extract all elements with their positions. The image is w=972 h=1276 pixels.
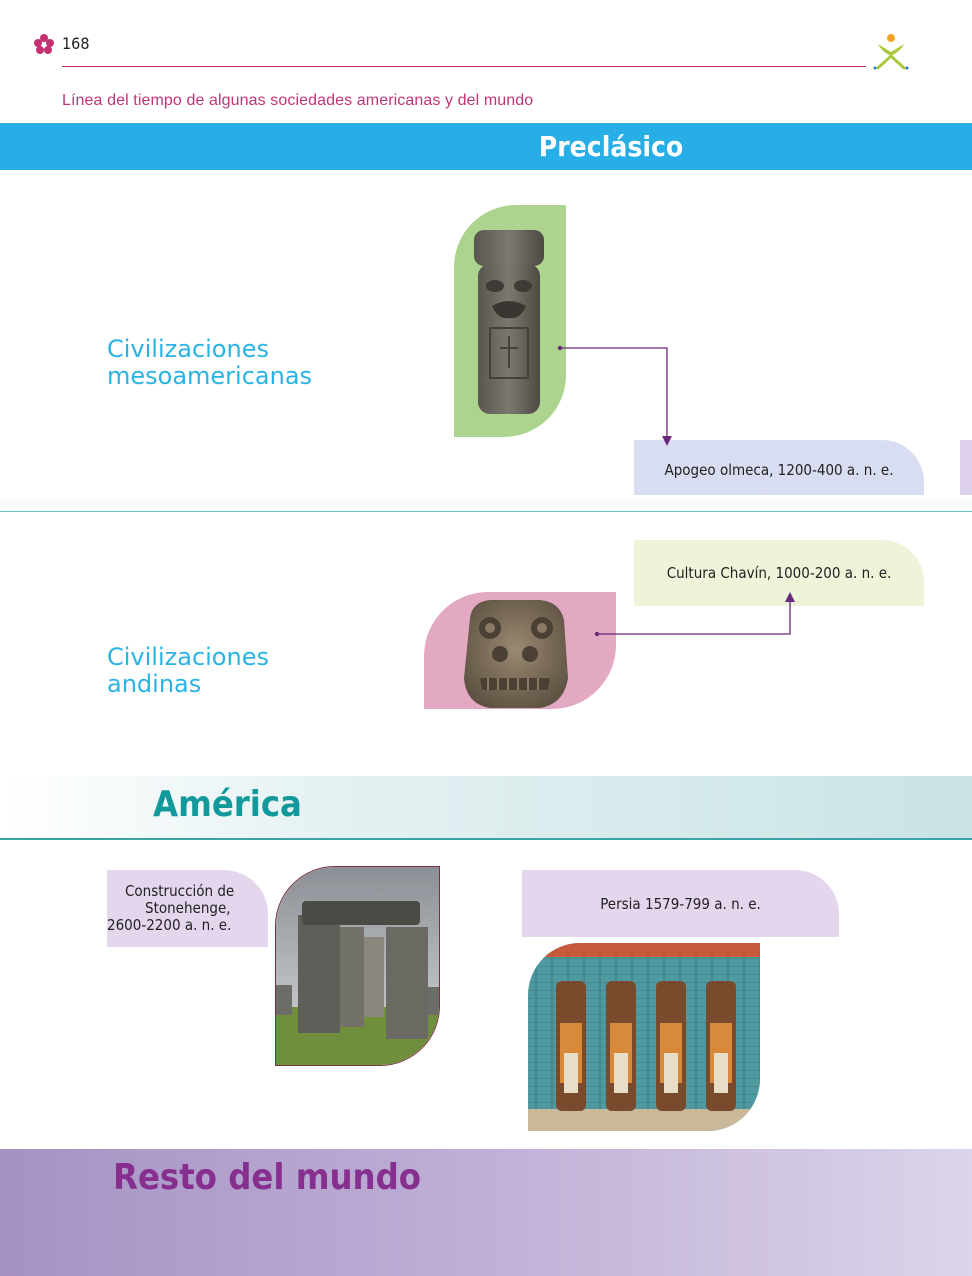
person-sprout-logo-icon	[873, 34, 909, 70]
region-label-line: andinas	[107, 670, 202, 698]
event-pill-chavin: Cultura Chavín, 1000-200 a. n. e.	[634, 540, 924, 606]
event-pill-olmec: Apogeo olmeca, 1200-400 a. n. e.	[634, 440, 924, 500]
region-label-mesoamerica: Civilizaciones mesoamericanas	[107, 336, 312, 390]
region-label-line: mesoamericanas	[107, 362, 313, 390]
region-label-line: Civilizaciones	[107, 335, 269, 363]
period-banner	[0, 123, 972, 170]
america-band-title: América	[153, 784, 302, 825]
section-divider	[0, 511, 972, 512]
stonehenge-photo	[275, 866, 440, 1066]
header-divider	[62, 66, 866, 67]
event-label-line: Construcción de	[125, 882, 235, 900]
period-title: Preclásico	[538, 130, 684, 163]
event-label-persia: Persia 1579-799 a. n. e.	[600, 894, 761, 913]
rest-of-world-band	[0, 1149, 972, 1276]
chavin-head-image	[464, 600, 568, 708]
page-subtitle: Línea del tiempo de algunas sociedades a…	[62, 92, 534, 109]
region-label-line: Civilizaciones	[107, 643, 269, 671]
event-pill-stonehenge: Construcción de Stonehenge, 2600-2200 a.…	[107, 870, 268, 947]
olmec-connector	[560, 347, 668, 440]
event-pill-edge	[960, 440, 972, 500]
rest-of-world-title: Resto del mundo	[113, 1157, 422, 1198]
event-label-olmec: Apogeo olmeca, 1200-400 a. n. e.	[664, 461, 894, 479]
flower-logo-icon	[34, 34, 54, 54]
event-label-chavin: Cultura Chavín, 1000-200 a. n. e.	[666, 564, 892, 582]
section-fade	[0, 495, 972, 511]
persian-archers-frieze-photo	[528, 943, 760, 1131]
olmec-sculpture-image	[474, 230, 544, 414]
america-band	[0, 776, 972, 840]
page-number: 168	[62, 34, 90, 53]
event-pill-persia: Persia 1579-799 a. n. e.	[522, 870, 839, 937]
event-label-line: Stonehenge,	[145, 899, 231, 917]
region-label-andes: Civilizaciones andinas	[107, 644, 269, 698]
event-label-line: 2600-2200 a. n. e.	[107, 916, 232, 934]
